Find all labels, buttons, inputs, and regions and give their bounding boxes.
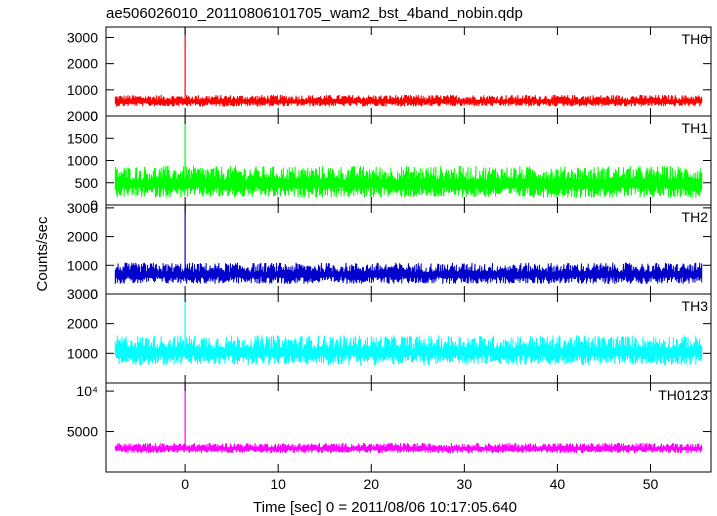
y-tick-label: 1000 xyxy=(67,345,98,361)
panel-th0123: 5000 10⁴ TH0123 xyxy=(67,382,712,473)
x-tick-label: 20 xyxy=(363,476,379,492)
panel-th3: 1000 2000 3000 TH3 xyxy=(67,286,712,384)
y-tick-label: 1000 xyxy=(67,153,98,169)
y-tick-label: 2000 xyxy=(67,229,98,245)
series-line xyxy=(114,165,703,198)
x-tick-label: 0 xyxy=(181,476,189,492)
panel-label: TH3 xyxy=(682,298,709,314)
y-tick-label: 2000 xyxy=(67,108,98,124)
x-axis-label: Time [sec] 0 = 2011/08/06 10:17:05.640 xyxy=(253,499,517,516)
y-tick-label: 0 xyxy=(90,108,98,124)
panel-label: TH2 xyxy=(682,209,709,225)
y-axis-label: Counts/sec xyxy=(34,216,51,292)
y-tick-label: 500 xyxy=(75,175,99,191)
y-tick-label: 3000 xyxy=(67,29,98,45)
x-tick-label: 10 xyxy=(270,476,286,492)
y-tick-label: 10⁴ xyxy=(76,383,98,399)
series-line xyxy=(114,442,703,454)
chart-title: ae506026010_20110806101705_wam2_bst_4ban… xyxy=(106,5,523,22)
panel-frame xyxy=(105,293,712,384)
x-tick-label: 40 xyxy=(550,476,566,492)
x-tick-label: 30 xyxy=(457,476,473,492)
y-tick-label: 5000 xyxy=(67,424,98,440)
panel-label: TH0123 xyxy=(658,387,708,403)
panels-group: 1000200030000TH05001000150020000TH110002… xyxy=(67,26,712,492)
y-tick-label: 2000 xyxy=(67,316,98,332)
y-tick-label: 0 xyxy=(90,286,98,302)
panel-label: TH1 xyxy=(682,120,709,136)
series-line xyxy=(114,335,703,366)
panel-frame xyxy=(105,382,712,473)
panel-label: TH0 xyxy=(682,31,709,47)
series-line xyxy=(114,94,703,107)
y-tick-label: 1500 xyxy=(67,130,98,146)
y-tick-label: 3000 xyxy=(67,200,98,216)
x-tick-label: 50 xyxy=(643,476,659,492)
series-line xyxy=(114,262,703,284)
y-tick-label: 2000 xyxy=(67,56,98,72)
y-tick-label: 3000 xyxy=(67,286,98,302)
y-tick-label: 0 xyxy=(90,197,98,213)
y-tick-label: 1000 xyxy=(67,82,98,98)
y-tick-label: 1000 xyxy=(67,257,98,273)
panel-th0: 1000 2000 3000 0 TH0 xyxy=(67,26,712,124)
